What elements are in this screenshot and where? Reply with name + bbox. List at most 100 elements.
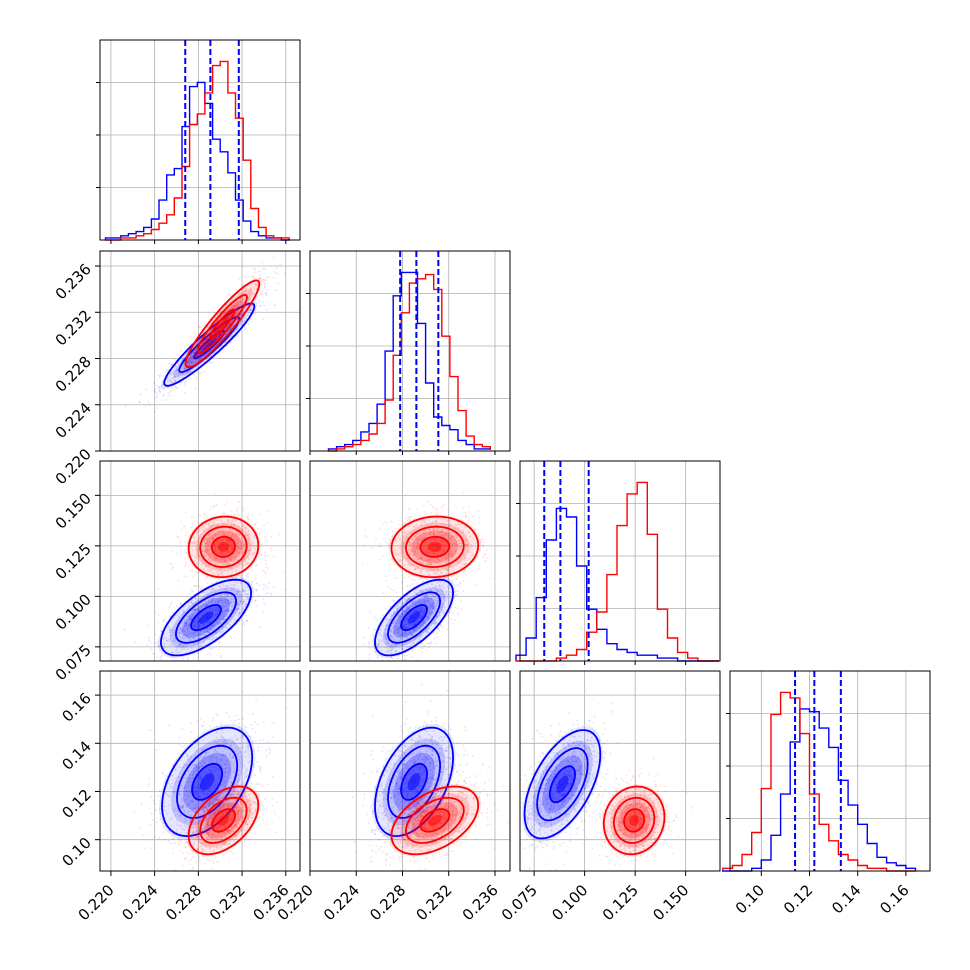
- scatter-point: [203, 355, 206, 357]
- scatter-point: [215, 609, 218, 611]
- scatter-point: [212, 615, 215, 618]
- scatter-point: [183, 626, 186, 628]
- scatter-point: [222, 330, 225, 332]
- scatter-point: [218, 346, 221, 349]
- scatter-point: [242, 542, 245, 545]
- scatter-point: [199, 366, 202, 369]
- scatter-point: [264, 292, 267, 295]
- scatter-point: [222, 615, 225, 618]
- scatter-point: [184, 368, 187, 371]
- scatter-point: [257, 527, 260, 530]
- scatter-point: [197, 540, 200, 543]
- scatter-point: [201, 345, 204, 348]
- scatter-point: [204, 565, 207, 568]
- scatter-point: [227, 539, 230, 541]
- scatter-point: [397, 658, 400, 660]
- scatter-point: [228, 322, 231, 325]
- scatter-point: [237, 547, 240, 549]
- scatter-point: [260, 269, 263, 272]
- scatter-point: [199, 348, 202, 351]
- scatter-point: [216, 552, 218, 555]
- scatter-point: [204, 354, 207, 357]
- scatter-point: [204, 539, 207, 542]
- scatter-point: [248, 292, 250, 294]
- scatter-point: [229, 620, 232, 623]
- scatter-point: [158, 375, 161, 378]
- scatter-point: [213, 330, 216, 332]
- scatter-point: [193, 373, 196, 376]
- scatter-point: [208, 339, 211, 342]
- scatter-point: [244, 614, 247, 617]
- scatter-point: [170, 656, 173, 658]
- scatter-point: [244, 534, 247, 537]
- scatter-point: [192, 352, 195, 355]
- scatter-point: [200, 533, 202, 536]
- scatter-point: [203, 549, 206, 552]
- scatter-point: [247, 298, 250, 301]
- scatter-point: [237, 566, 240, 569]
- scatter-point: [238, 596, 241, 599]
- scatter-point: [241, 304, 244, 306]
- scatter-point: [226, 598, 229, 601]
- scatter-point: [170, 628, 173, 631]
- scatter-point: [154, 391, 157, 393]
- scatter-point: [175, 369, 178, 372]
- scatter-point: [172, 632, 175, 634]
- scatter-point: [236, 590, 239, 592]
- scatter-point: [227, 534, 230, 537]
- scatter-point: [185, 367, 188, 370]
- scatter-point: [239, 528, 241, 530]
- scatter-point: [260, 262, 263, 264]
- scatter-point: [236, 515, 238, 518]
- scatter-point: [197, 652, 200, 655]
- scatter-point: [180, 528, 183, 531]
- scatter-point: [415, 668, 417, 670]
- scatter-point: [227, 337, 230, 340]
- scatter-point: [198, 559, 200, 562]
- scatter-point: [209, 608, 211, 610]
- scatter-point: [238, 534, 241, 537]
- scatter-point: [197, 371, 200, 373]
- scatter-point: [241, 541, 244, 543]
- scatter-point: [215, 548, 217, 550]
- scatter-point: [254, 523, 256, 526]
- scatter-point: [174, 380, 177, 383]
- scatter-point: [195, 555, 197, 558]
- scatter-point: [191, 361, 194, 364]
- scatter-point: [240, 529, 243, 532]
- scatter-point: [236, 582, 238, 585]
- scatter-point: [165, 639, 168, 642]
- scatter-point: [272, 586, 275, 589]
- scatter-point: [245, 554, 248, 557]
- scatter-point: [227, 308, 230, 311]
- scatter-point: [171, 566, 174, 569]
- scatter-point: [218, 541, 220, 544]
- scatter-point: [222, 605, 225, 608]
- scatter-point: [189, 371, 192, 373]
- scatter-point: [184, 562, 187, 565]
- scatter-point: [228, 562, 231, 565]
- scatter-point: [191, 609, 194, 612]
- scatter-point: [251, 580, 254, 583]
- scatter-point: [199, 363, 201, 365]
- scatter-point: [201, 352, 204, 355]
- scatter-point: [261, 530, 264, 533]
- scatter-point: [147, 401, 150, 404]
- scatter-point: [246, 311, 249, 313]
- scatter-point: [214, 558, 217, 561]
- scatter-point: [214, 550, 217, 553]
- scatter-point: [223, 601, 226, 604]
- scatter-point: [215, 543, 217, 546]
- scatter-point: [263, 286, 266, 289]
- scatter-point: [204, 337, 206, 340]
- scatter-point: [205, 565, 208, 568]
- scatter-point: [231, 519, 234, 522]
- scatter-point: [194, 620, 197, 622]
- scatter-point: [155, 642, 157, 645]
- scatter-point: [214, 610, 217, 612]
- scatter-point: [262, 278, 264, 281]
- scatter-point: [241, 602, 244, 605]
- scatter-point: [167, 637, 170, 640]
- scatter-point: [185, 623, 188, 626]
- scatter-point: [209, 560, 212, 563]
